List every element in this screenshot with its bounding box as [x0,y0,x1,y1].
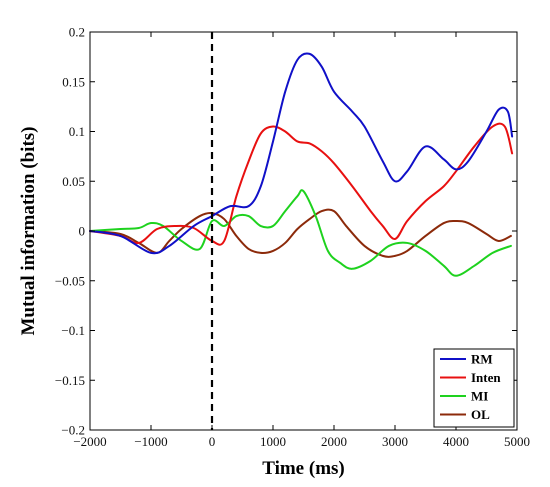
ticks-layer: −2000 −1000 0 1000 2000 3000 4000 5000 −0.2 −0.15… [55,25,530,450]
x-tick-label: 2000 [321,434,347,449]
x-tick-label: −1000 [134,434,167,449]
legend-label-inten: Inten [471,370,501,385]
series-line-ol [89,208,512,258]
y-tick-label: −0.2 [61,423,85,438]
legend-label-rm: RM [471,352,493,367]
series-line-inten [89,122,514,246]
legend-label-ol: OL [471,407,490,422]
series-line-mi [89,189,512,277]
y-tick-label: 0.05 [62,174,85,189]
x-tick-label: 0 [209,434,216,449]
y-tick-label: 0.15 [62,74,85,89]
x-axis-title: Time (ms) [262,458,345,479]
x-tick-label: 5000 [504,434,530,449]
x-tick-label: 3000 [382,434,408,449]
x-tick-label: −2000 [73,434,106,449]
legend: RM Inten MI OL [433,348,515,428]
x-tick-label: 1000 [260,434,286,449]
y-tick-label: −0.1 [61,323,85,338]
y-tick-label: 0.2 [69,25,85,40]
y-axis-title: Mutual information (bits) [18,127,39,336]
y-tick-label: −0.05 [55,273,85,288]
y-tick-label: 0.1 [69,124,85,139]
series-layer [89,52,514,277]
series-line-rm [89,52,514,255]
y-tick-label: −0.15 [55,373,85,388]
x-tick-label: 4000 [443,434,469,449]
y-tick-label: 0 [79,224,86,239]
legend-label-mi: MI [471,389,488,404]
